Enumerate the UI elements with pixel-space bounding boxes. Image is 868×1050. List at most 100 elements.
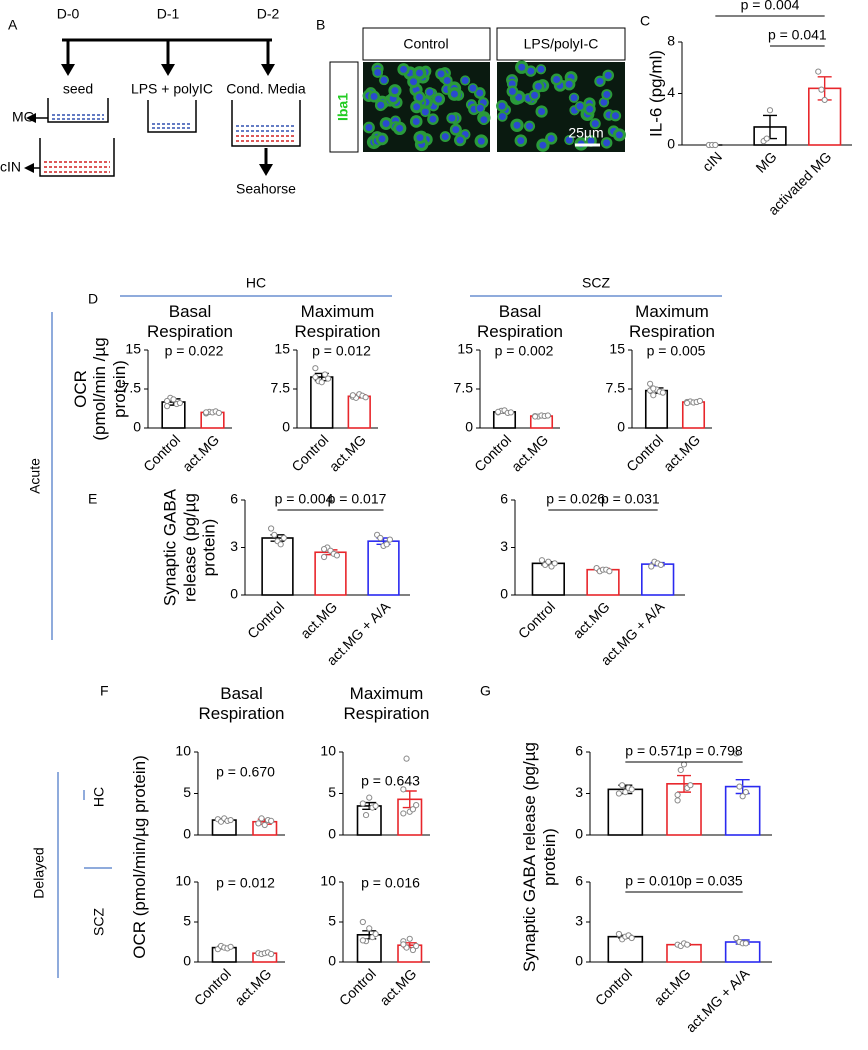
y-tick-label: 3 — [575, 784, 583, 800]
image-header — [496, 27, 626, 61]
output-label: Seahorse — [236, 181, 296, 197]
data-point — [268, 950, 275, 958]
cell-nucleus — [587, 137, 595, 145]
chart-title-box: Maximum Respiration — [343, 684, 430, 723]
x-tick-label: act.MG — [179, 431, 222, 474]
y-tick-label: 0 — [183, 953, 191, 969]
cell-nucleus — [429, 115, 437, 123]
x-tick-label: Control — [244, 598, 287, 641]
cell-nucleus — [508, 87, 516, 95]
data-point — [164, 403, 171, 410]
cell-nucleus — [498, 102, 506, 110]
chart-title: Maximum Respiration — [294, 302, 381, 341]
data-point — [674, 797, 681, 804]
cell-nucleus — [576, 102, 584, 110]
chart-title-box: Basal Respiration — [199, 684, 285, 723]
data-point — [763, 135, 770, 142]
data-point — [650, 392, 657, 399]
data-point — [544, 412, 552, 419]
data-point — [312, 373, 319, 381]
data-point — [321, 553, 328, 561]
group-label: HC — [246, 275, 266, 291]
data-point — [742, 940, 749, 947]
cell-nucleus — [415, 93, 423, 101]
data-point — [538, 557, 546, 564]
p-value: p = 0.012 — [312, 343, 371, 359]
data-point — [766, 107, 774, 114]
chart-title: Maximum Respiration — [343, 684, 430, 723]
x-tick-label: act.MG — [570, 598, 613, 641]
data-point — [739, 793, 746, 800]
cell-nucleus — [391, 87, 399, 95]
y-tick-label: 5 — [183, 913, 191, 929]
stain-label: Iba1 — [335, 93, 351, 121]
data-point — [255, 820, 262, 827]
cell-nucleus — [365, 124, 373, 132]
day-label: D-0 — [57, 6, 80, 22]
p-value: p = 0.022 — [165, 343, 224, 359]
cell-nucleus — [476, 104, 484, 112]
p-value: p = 0.026 — [546, 491, 605, 507]
y-axis-label-box: Synaptic GABA release (pg/µg protein) — [520, 742, 559, 972]
data-point — [366, 925, 373, 932]
p-value: p = 0.012 — [216, 875, 275, 891]
data-point — [325, 375, 332, 382]
p-value: p = 0.571 — [625, 743, 684, 759]
x-tick-label: act.MG + A/A — [682, 965, 752, 1035]
cell-nucleus — [374, 68, 382, 76]
image-header — [362, 27, 491, 61]
data-point — [606, 568, 613, 575]
stain-box — [329, 61, 359, 153]
data-point — [403, 755, 410, 762]
bar — [808, 87, 842, 146]
cell-nucleus — [518, 63, 526, 71]
step-label: Cond. Media — [226, 81, 306, 97]
data-point — [349, 392, 356, 399]
y-tick-label: 3 — [575, 913, 583, 929]
data-point — [413, 942, 420, 950]
y-tick-label: 6 — [230, 491, 238, 507]
cell-nucleus — [539, 141, 547, 149]
y-tick-label: 8 — [667, 33, 675, 49]
x-tick-label: Control — [623, 431, 666, 474]
y-tick-label: 5 — [328, 784, 336, 800]
panel-label: A — [8, 17, 18, 33]
cell-nucleus — [604, 71, 612, 79]
p-value: p = 0.002 — [495, 343, 554, 359]
data-point — [215, 409, 222, 417]
y-tick-label: 15 — [609, 341, 625, 357]
cell-nucleus — [513, 121, 521, 129]
x-tick-label: act.MG — [231, 965, 274, 1008]
x-tick-label: Control — [592, 965, 635, 1008]
y-tick-label: 0 — [465, 419, 473, 435]
data-point — [733, 934, 740, 942]
cell-nucleus — [450, 90, 458, 98]
data-point — [409, 946, 417, 954]
data-point — [495, 408, 502, 415]
cell-nucleus — [413, 103, 421, 111]
data-point — [227, 816, 234, 824]
chart-title-box: Basal Respiration — [147, 302, 233, 341]
group-label: SCZ — [91, 908, 107, 936]
data-point — [362, 394, 369, 401]
data-point — [619, 782, 626, 789]
x-tick-label: Control — [140, 431, 183, 474]
x-tick-label: act.MG — [326, 431, 369, 474]
day-label: D-2 — [257, 6, 280, 22]
chart-title: Basal Respiration — [147, 302, 233, 341]
chart-title: Basal Respiration — [477, 302, 563, 341]
x-tick-label: Control — [471, 431, 514, 474]
cell-nucleus — [553, 76, 561, 84]
cell-nucleus — [480, 116, 488, 124]
y-tick-label: 0 — [230, 586, 238, 602]
data-point — [647, 380, 654, 387]
data-point — [176, 399, 183, 407]
y-axis-label: IL-6 (pg/ml) — [646, 50, 666, 137]
p-value: p = 0.670 — [216, 764, 275, 780]
data-point — [628, 934, 635, 942]
cell-nucleus — [531, 91, 539, 99]
x-tick-label: Control — [515, 598, 558, 641]
cell-nucleus — [538, 108, 546, 116]
group-label: Acute — [27, 458, 43, 494]
x-tick-label: act.MG — [297, 598, 340, 641]
